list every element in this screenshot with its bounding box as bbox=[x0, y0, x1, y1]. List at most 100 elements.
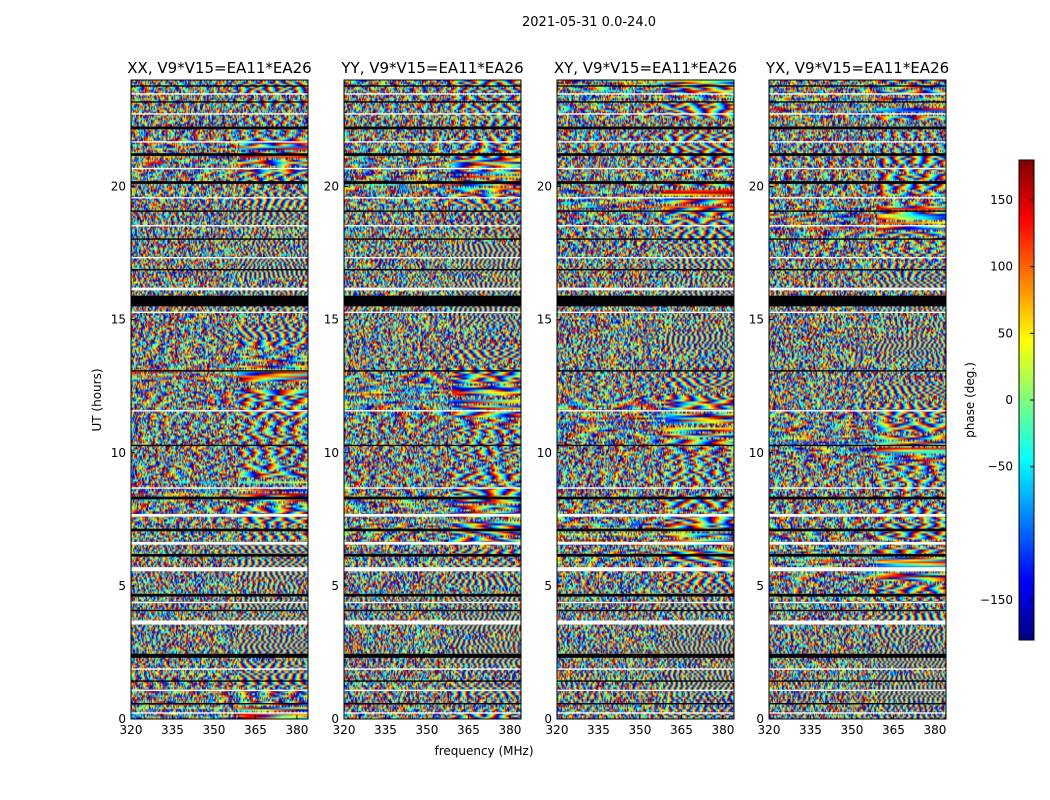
y-tick-label: 5 bbox=[118, 579, 126, 593]
panel-yy: YY, V9*V15=EA11*EA26 320 335 350 365 380 0 5 10 1… bbox=[324, 59, 524, 737]
y-tick-label: 20 bbox=[324, 180, 339, 194]
x-tick-label: 320 bbox=[333, 723, 356, 737]
flagged-time-band bbox=[131, 287, 308, 291]
flagged-time-band bbox=[769, 93, 946, 95]
flagged-time-band bbox=[344, 238, 521, 240]
y-axis-label: UT (hours) bbox=[90, 368, 104, 431]
flagged-time-band bbox=[344, 410, 521, 412]
x-tick-label: 320 bbox=[546, 723, 569, 737]
flagged-time-band bbox=[344, 93, 521, 95]
panels-group: XX, V9*V15=EA11*EA26 320 335 350 365 380 0 5 10 1… bbox=[111, 59, 949, 737]
x-tick-label: 335 bbox=[587, 723, 610, 737]
flagged-time-band bbox=[769, 257, 946, 259]
flagged-time-band bbox=[131, 528, 308, 532]
panel-frame bbox=[768, 79, 947, 720]
flagged-time-band bbox=[769, 601, 946, 604]
flagged-time-band bbox=[557, 181, 734, 184]
flagged-time-band bbox=[344, 113, 521, 115]
flagged-time-band bbox=[344, 653, 521, 658]
flagged-time-band bbox=[131, 370, 308, 372]
flagged-time-band bbox=[769, 703, 946, 705]
flagged-time-band bbox=[344, 601, 521, 604]
flagged-time-band bbox=[344, 567, 521, 572]
flagged-time-band bbox=[769, 238, 946, 240]
panel-xx: XX, V9*V15=EA11*EA26 320 335 350 365 380 0 5 10 1… bbox=[111, 59, 312, 737]
flagged-time-band bbox=[131, 85, 308, 87]
phase-heatmap-image bbox=[769, 80, 946, 719]
x-tick-label: 365 bbox=[244, 723, 267, 737]
flagged-time-band bbox=[769, 197, 946, 199]
y-tick-label: 0 bbox=[756, 712, 764, 726]
y-tick-label: 5 bbox=[544, 579, 552, 593]
flagged-time-band bbox=[131, 113, 308, 115]
y-tick-label: 10 bbox=[537, 446, 552, 460]
panel-frame bbox=[130, 79, 309, 720]
flagged-time-band bbox=[131, 541, 308, 545]
figure-suptitle: 2021-05-31 0.0-24.0 bbox=[522, 15, 656, 30]
flagged-time-band bbox=[557, 85, 734, 87]
colorbar-tick-label: 50 bbox=[998, 326, 1013, 340]
y-tick-label: 15 bbox=[749, 313, 764, 327]
flagged-time-band bbox=[557, 113, 734, 115]
flagged-time-band bbox=[769, 370, 946, 372]
flagged-time-band bbox=[557, 410, 734, 412]
flagged-time-band bbox=[557, 444, 734, 447]
x-tick-label: 335 bbox=[799, 723, 822, 737]
flagged-time-band bbox=[769, 181, 946, 184]
y-tick-label: 5 bbox=[331, 579, 339, 593]
flagged-time-band bbox=[344, 668, 521, 670]
flagged-time-band bbox=[557, 126, 734, 130]
flagged-time-band bbox=[344, 680, 521, 682]
panel-title: XX, V9*V15=EA11*EA26 bbox=[127, 59, 311, 77]
flagged-time-band bbox=[769, 210, 946, 212]
colorbar-tick-label: −150 bbox=[980, 593, 1013, 607]
flagged-time-band bbox=[557, 225, 734, 227]
x-tick-label: 350 bbox=[629, 723, 652, 737]
flagged-time-band bbox=[131, 197, 308, 199]
flagged-time-band bbox=[131, 225, 308, 227]
flagged-time-band bbox=[557, 487, 734, 489]
y-tick-label: 10 bbox=[324, 446, 339, 460]
flagged-time-band bbox=[344, 496, 521, 500]
y-tick-label: 10 bbox=[749, 446, 764, 460]
flagged-time-band bbox=[769, 311, 946, 313]
y-tick-label: 20 bbox=[111, 180, 126, 194]
flagged-time-band bbox=[557, 197, 734, 199]
flagged-time-band bbox=[769, 496, 946, 500]
flagged-time-band bbox=[131, 141, 308, 143]
x-tick-label: 350 bbox=[203, 723, 226, 737]
flagged-time-band bbox=[557, 287, 734, 291]
flagged-time-band bbox=[131, 593, 308, 597]
flagged-time-band bbox=[344, 703, 521, 705]
flagged-time-band bbox=[769, 153, 946, 156]
flagged-time-band bbox=[131, 181, 308, 184]
flagged-time-band bbox=[557, 609, 734, 612]
flagged-time-band bbox=[769, 225, 946, 227]
flagged-time-band bbox=[557, 513, 734, 517]
flagged-time-band bbox=[344, 210, 521, 212]
flagged-time-band bbox=[344, 609, 521, 612]
flagged-time-band bbox=[557, 541, 734, 545]
flagged-time-band bbox=[557, 680, 734, 682]
flagged-time-band bbox=[557, 311, 734, 313]
flagged-time-band bbox=[131, 703, 308, 705]
colorbar-tick-label: 100 bbox=[990, 260, 1013, 274]
flagged-time-band bbox=[131, 167, 308, 170]
flagged-time-band bbox=[131, 620, 308, 625]
flagged-time-band bbox=[344, 553, 521, 557]
panel-title: YX, V9*V15=EA11*EA26 bbox=[765, 59, 949, 77]
y-tick-label: 20 bbox=[537, 180, 552, 194]
flagged-time-band bbox=[131, 295, 308, 307]
flagged-time-band bbox=[344, 712, 521, 714]
flagged-time-band bbox=[769, 113, 946, 115]
flagged-time-band bbox=[557, 601, 734, 604]
flagged-time-band bbox=[131, 513, 308, 517]
flagged-time-band bbox=[344, 153, 521, 156]
panel-title: XY, V9*V15=EA11*EA26 bbox=[554, 59, 737, 77]
flagged-time-band bbox=[769, 269, 946, 271]
flagged-time-band bbox=[344, 593, 521, 597]
flagged-time-band bbox=[557, 370, 734, 372]
x-tick-label: 365 bbox=[457, 723, 480, 737]
flagged-time-band bbox=[557, 153, 734, 156]
y-tick-label: 5 bbox=[756, 579, 764, 593]
